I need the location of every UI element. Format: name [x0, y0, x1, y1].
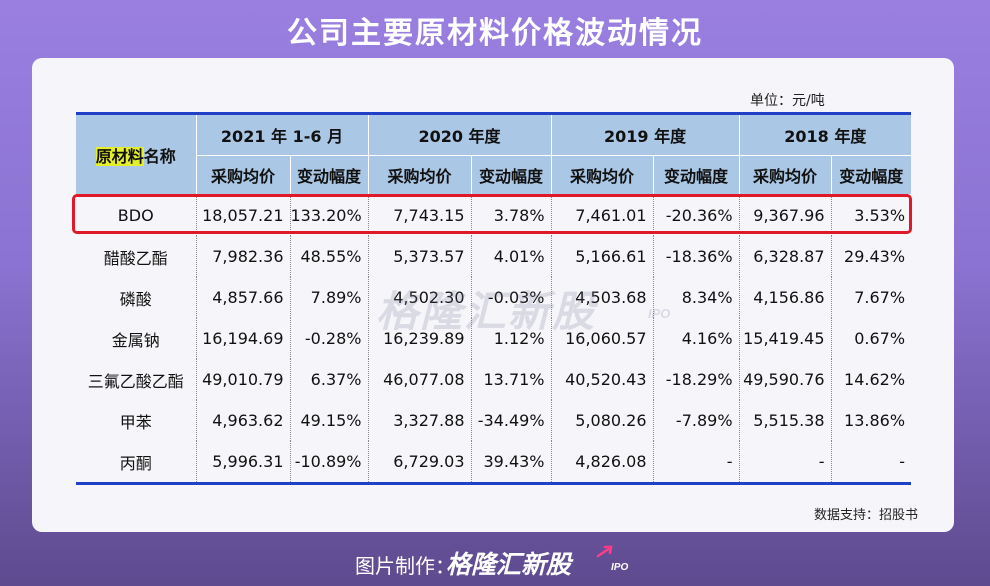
- change-cell: -18.36%: [653, 236, 740, 277]
- price-cell: 18,057.21: [196, 194, 291, 236]
- table-row: 醋酸乙酯 7,982.36 48.55% 5,373.57 4.01% 5,166.61-…: [76, 236, 911, 277]
- change-cell: 1.12%: [471, 318, 552, 359]
- change-cell: 48.55%: [290, 236, 369, 277]
- watermark-ipo: IPO: [648, 306, 671, 321]
- change-cell: 7.67%: [854, 288, 906, 307]
- price-cell: 7,982.36: [196, 236, 291, 277]
- material-name-cell: 甲苯: [76, 400, 197, 441]
- change-cell: 6.37%: [290, 359, 369, 400]
- change-cell: 39.43%: [471, 441, 552, 485]
- table-row: 甲苯 4,963.62 49.15% 3,327.88 -34.49% 5,080.26-…: [76, 400, 911, 441]
- subheader-price: 采购均价: [739, 155, 832, 195]
- change-cell: 3.53%: [854, 206, 906, 225]
- subheader-change: 变动幅度: [831, 155, 912, 195]
- change-cell: 0.67%: [854, 329, 906, 348]
- subheader-price: 采购均价: [196, 155, 291, 195]
- header-material-name: 原材料名称: [76, 112, 197, 195]
- price-cell: -: [739, 441, 832, 485]
- price-cell: 4,502.30: [368, 277, 472, 318]
- price-cell: 7,743.15: [368, 194, 472, 236]
- header-name-rest: 名称: [143, 146, 176, 166]
- change-cell: 49.15%: [290, 400, 369, 441]
- change-cell: 14.62%: [844, 370, 906, 389]
- price-cell: 7,461.01: [551, 194, 654, 236]
- price-cell: 5,373.57: [368, 236, 472, 277]
- material-name-cell: 丙酮: [76, 441, 197, 485]
- change-cell: -0.03%: [471, 277, 552, 318]
- material-name-cell: 三氟乙酸乙酯: [76, 359, 197, 400]
- change-cell: -: [653, 441, 740, 485]
- subheader-change: 变动幅度: [290, 155, 369, 195]
- page-title: 公司主要原材料价格波动情况: [287, 16, 703, 51]
- price-cell: 15,419.45: [739, 318, 832, 359]
- material-name-cell: 醋酸乙酯: [76, 236, 197, 277]
- price-cell: 4,857.66: [196, 277, 291, 318]
- change-cell: -7.89%: [653, 400, 740, 441]
- header-year: 2020 年度: [368, 112, 552, 156]
- header-highlight: 原材料: [95, 146, 144, 166]
- price-table: 原材料名称 2021 年 1-6 月 2020 年度 2019 年度 2018 …: [76, 112, 912, 485]
- price-cell: 49,590.76: [739, 359, 832, 400]
- change-cell: 13.86%: [844, 411, 906, 430]
- price-cell: 6,328.87: [739, 236, 832, 277]
- price-cell: 46,077.08: [368, 359, 472, 400]
- bdo-highlight-box: [72, 194, 912, 234]
- footer-label: 图片制作：: [355, 554, 455, 578]
- change-cell: 3.78%: [471, 194, 552, 236]
- source-note: 数据支持：招股书: [814, 508, 919, 523]
- price-cell: 5,996.31: [196, 441, 291, 485]
- watermark: 格隆汇新股: [376, 287, 597, 336]
- change-cell: 4.01%: [471, 236, 552, 277]
- material-name-cell: BDO: [76, 194, 197, 236]
- price-cell: 4,826.08: [551, 441, 654, 485]
- price-cell: 16,194.69: [196, 318, 291, 359]
- header-year: 2021 年 1-6 月: [196, 112, 369, 156]
- footer-ipo: IPO: [611, 562, 629, 573]
- table-row: BDO 18,057.21 133.20% 7,743.15 3.78% 7,461.01…: [76, 194, 911, 236]
- change-cell: -18.29%: [653, 359, 740, 400]
- subheader-change: 变动幅度: [471, 155, 552, 195]
- change-cell: 4.16%: [653, 318, 740, 359]
- price-cell: 40,520.43: [551, 359, 654, 400]
- price-cell: 16,060.57: [551, 318, 654, 359]
- table-row: 金属钠 16,194.69 -0.28% 16,239.89 1.12% 16,060.5…: [76, 318, 911, 359]
- price-cell: 6,729.03: [368, 441, 472, 485]
- price-cell: 4,963.62: [196, 400, 291, 441]
- price-cell: 3,327.88: [368, 400, 472, 441]
- unit-label: 单位：元/吨: [750, 93, 825, 109]
- subheader-price: 采购均价: [368, 155, 472, 195]
- table-row: 丙酮 5,996.31 -10.89% 6,729.03 39.43% 4,826.08-…: [76, 441, 912, 485]
- change-cell: -34.49%: [471, 400, 552, 441]
- material-name-cell: 磷酸: [76, 277, 197, 318]
- table-row: 磷酸 4,857.66 7.89% 4,502.30 -0.03% 4,503.68 8.3…: [76, 277, 911, 318]
- change-cell: 8.34%: [653, 277, 740, 318]
- price-cell: 4,156.86: [739, 277, 832, 318]
- change-cell: 13.71%: [471, 359, 552, 400]
- change-cell: 29.43%: [844, 247, 906, 266]
- price-cell: 9,367.96: [739, 194, 832, 236]
- change-cell: -0.28%: [290, 318, 369, 359]
- change-cell: -: [831, 441, 912, 485]
- change-cell: -10.89%: [290, 441, 369, 485]
- price-cell: 4,503.68: [551, 277, 654, 318]
- price-cell: 49,010.79: [196, 359, 291, 400]
- price-cell: 5,080.26: [551, 400, 654, 441]
- table-row: 三氟乙酸乙酯 49,010.79 6.37% 46,077.08 13.71% 40,52…: [76, 359, 911, 400]
- footer-brand: 格隆汇新股: [446, 550, 572, 579]
- change-cell: 7.89%: [290, 277, 369, 318]
- price-cell: 16,239.89: [368, 318, 472, 359]
- header-year: 2018 年度: [739, 112, 912, 156]
- change-cell: 133.20%: [290, 194, 369, 236]
- change-cell: -20.36%: [653, 194, 740, 236]
- price-cell: 5,515.38: [739, 400, 832, 441]
- header-year: 2019 年度: [551, 112, 740, 156]
- arrow-up-right-icon: [596, 545, 613, 558]
- price-cell: 5,166.61: [551, 236, 654, 277]
- subheader-price: 采购均价: [551, 155, 654, 195]
- material-name-cell: 金属钠: [76, 318, 197, 359]
- subheader-change: 变动幅度: [653, 155, 740, 195]
